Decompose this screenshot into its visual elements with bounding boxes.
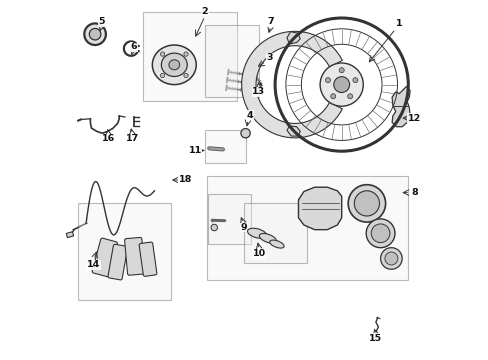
Circle shape bbox=[366, 219, 394, 248]
Circle shape bbox=[380, 248, 401, 269]
Ellipse shape bbox=[259, 234, 276, 243]
Bar bbox=[204, 130, 246, 163]
Circle shape bbox=[354, 191, 379, 216]
Polygon shape bbox=[391, 86, 409, 127]
Polygon shape bbox=[286, 126, 300, 136]
Circle shape bbox=[160, 52, 164, 56]
Text: 13: 13 bbox=[252, 87, 265, 96]
FancyBboxPatch shape bbox=[139, 242, 157, 276]
Circle shape bbox=[370, 224, 389, 243]
Circle shape bbox=[384, 252, 397, 265]
Polygon shape bbox=[241, 31, 342, 138]
Circle shape bbox=[325, 78, 330, 83]
Bar bbox=[78, 203, 171, 300]
Circle shape bbox=[330, 94, 335, 99]
Circle shape bbox=[160, 73, 164, 78]
Text: 3: 3 bbox=[266, 53, 272, 62]
Ellipse shape bbox=[152, 45, 196, 85]
Text: 18: 18 bbox=[179, 175, 192, 184]
Polygon shape bbox=[298, 187, 341, 230]
Circle shape bbox=[347, 94, 352, 99]
Circle shape bbox=[183, 52, 188, 56]
Text: 15: 15 bbox=[368, 334, 382, 343]
Text: 8: 8 bbox=[411, 188, 418, 197]
Circle shape bbox=[211, 224, 217, 231]
Bar bbox=[207, 194, 250, 244]
FancyBboxPatch shape bbox=[124, 238, 144, 275]
Text: 1: 1 bbox=[395, 19, 402, 28]
Ellipse shape bbox=[269, 240, 284, 248]
Text: 10: 10 bbox=[252, 249, 265, 258]
Circle shape bbox=[183, 73, 188, 78]
FancyBboxPatch shape bbox=[92, 238, 117, 276]
Circle shape bbox=[89, 28, 101, 40]
Text: 7: 7 bbox=[267, 17, 274, 26]
Text: 16: 16 bbox=[102, 134, 115, 143]
Circle shape bbox=[320, 63, 363, 106]
Bar bbox=[66, 232, 74, 238]
Text: 5: 5 bbox=[98, 17, 104, 26]
Ellipse shape bbox=[247, 228, 266, 238]
Text: 14: 14 bbox=[87, 260, 101, 269]
Ellipse shape bbox=[161, 53, 187, 77]
Circle shape bbox=[333, 77, 349, 93]
Circle shape bbox=[347, 185, 385, 222]
Text: 9: 9 bbox=[240, 223, 246, 232]
Bar bbox=[204, 25, 258, 97]
Circle shape bbox=[241, 129, 250, 138]
Text: 2: 2 bbox=[201, 7, 208, 16]
Text: 4: 4 bbox=[246, 111, 253, 120]
Bar bbox=[206, 176, 407, 280]
Polygon shape bbox=[286, 32, 300, 44]
Text: 11: 11 bbox=[188, 146, 202, 155]
Circle shape bbox=[339, 68, 344, 73]
Bar bbox=[142, 12, 236, 101]
Circle shape bbox=[352, 78, 357, 83]
FancyBboxPatch shape bbox=[108, 244, 127, 280]
Text: 17: 17 bbox=[125, 134, 139, 143]
Text: 12: 12 bbox=[407, 113, 420, 122]
Ellipse shape bbox=[168, 60, 179, 70]
Circle shape bbox=[84, 23, 106, 45]
Bar bbox=[244, 203, 306, 263]
Text: 6: 6 bbox=[130, 42, 137, 51]
